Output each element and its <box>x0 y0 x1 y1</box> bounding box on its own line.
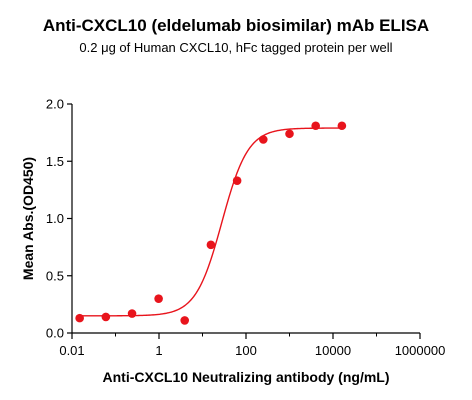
chart-title: Anti-CXCL10 (eldelumab biosimilar) mAb E… <box>42 16 430 35</box>
x-tick-label: 100 <box>235 343 257 358</box>
axes: 0.0 0.5 1.0 1.5 2.0 0.01 1 100 10000 1000000 <box>46 97 445 359</box>
x-tick-label: 1 <box>155 343 162 358</box>
fit-curve-layer <box>79 127 342 317</box>
y-tick-label: 0.0 <box>46 326 64 341</box>
data-point <box>259 135 268 144</box>
x-axis-label: Anti-CXCL10 Neutralizing antibody (ng/mL… <box>103 369 390 385</box>
data-point <box>75 313 84 323</box>
fit-curve <box>79 127 342 317</box>
data-point <box>232 176 242 186</box>
data-point <box>180 316 190 325</box>
data-point <box>206 240 216 250</box>
x-tick-label: 10000 <box>315 343 351 358</box>
data-point <box>285 129 294 139</box>
data-point <box>154 294 163 303</box>
y-tick-label: 2.0 <box>46 97 64 112</box>
x-tick-label: 1000000 <box>395 343 446 358</box>
data-point <box>337 121 347 131</box>
chart-subtitle: 0.2 μg of Human CXCL10, hFc tagged prote… <box>79 40 393 55</box>
y-tick-label: 0.5 <box>46 268 64 283</box>
data-point <box>127 309 137 318</box>
data-points-layer <box>75 121 347 325</box>
data-point <box>311 121 320 131</box>
x-tick-label: 0.01 <box>59 343 84 358</box>
y-tick-label: 1.5 <box>46 154 64 169</box>
y-axis-label: Mean Abs.(OD450) <box>20 157 36 280</box>
data-point <box>101 312 111 322</box>
y-tick-label: 1.0 <box>46 211 64 226</box>
